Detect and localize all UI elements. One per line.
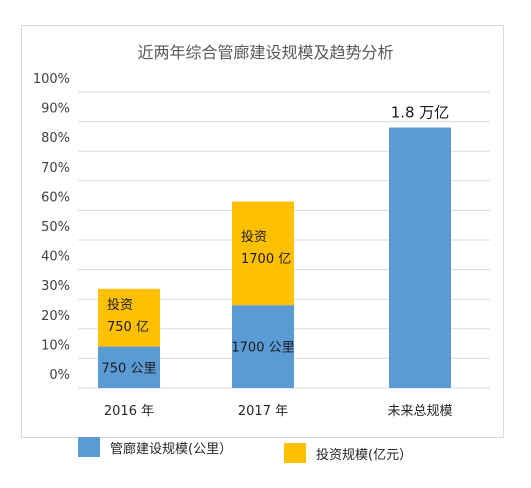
y-tick-label: 90% [41, 102, 70, 117]
y-tick-label: 70% [41, 161, 70, 176]
data-label: 1700 公里 [231, 341, 294, 356]
y-tick-label: 50% [41, 220, 70, 235]
legend-item-pipe-scale: 管廊建设规模(公里） [78, 437, 232, 457]
legend-item-investment: 投资规模(亿元） [284, 443, 412, 463]
x-tick-label: 2017 年 [238, 404, 288, 419]
bar [389, 127, 451, 389]
bar [98, 288, 160, 347]
y-tick-label: 30% [41, 279, 70, 294]
y-tick-label: 20% [41, 309, 70, 324]
legend-swatch-yellow [284, 443, 306, 463]
data-label: 投资 [241, 229, 267, 245]
legend-swatch-blue [78, 437, 100, 457]
data-label: 投资 [107, 297, 133, 313]
legend-label-pipe-scale: 管廊建设规模(公里） [110, 441, 233, 457]
legend-label-investment: 投资规模(亿元） [316, 447, 413, 463]
data-label: 750 亿 [107, 320, 149, 335]
bar [98, 346, 160, 388]
y-tick-label: 100% [33, 72, 70, 87]
x-tick-label: 未来总规模 [387, 404, 452, 419]
y-tick-label: 0% [49, 368, 70, 383]
y-tick-label: 80% [41, 131, 70, 146]
y-tick-label: 60% [41, 190, 70, 205]
data-label: 1700 亿 [241, 252, 291, 267]
chart-title: 近两年综合管廊建设规模及趋势分析 [137, 43, 394, 62]
data-label: 1.8 万亿 [391, 104, 450, 122]
data-label: 750 公里 [102, 361, 157, 376]
x-tick-label: 2016 年 [104, 404, 154, 419]
bar [232, 305, 294, 388]
y-tick-label: 40% [41, 250, 70, 265]
bar [232, 201, 294, 306]
y-tick-label: 10% [41, 338, 70, 353]
